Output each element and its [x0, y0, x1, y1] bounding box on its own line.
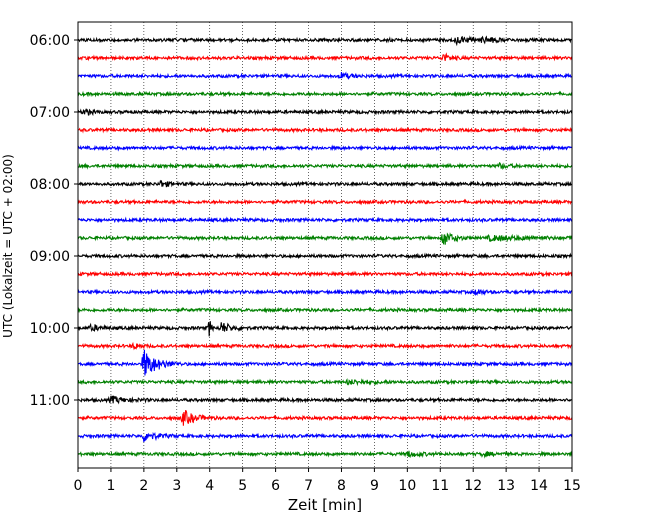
- trace-line-07:00: [77, 108, 573, 117]
- trace-line-10:00: [77, 321, 573, 337]
- trace-line-06:45: [77, 90, 573, 98]
- grid-layer: [110, 22, 540, 468]
- trace-line-09:45: [77, 306, 573, 314]
- trace-line-06:00: [77, 35, 573, 47]
- x-tick-label: 1: [106, 478, 115, 494]
- trace-line-10:30: [77, 349, 573, 376]
- x-tick-label: 14: [530, 478, 548, 494]
- y-tick-label: 06:00: [30, 33, 70, 49]
- x-tick-label: 9: [370, 478, 379, 494]
- x-tick-label: 6: [271, 478, 280, 494]
- trace-line-08:30: [77, 216, 573, 224]
- trace-line-10:15: [77, 341, 573, 351]
- trace-line-09:15: [77, 270, 573, 278]
- trace-line-11:15: [77, 409, 573, 426]
- x-tick-label: 0: [74, 478, 83, 494]
- x-tick-label: 10: [398, 478, 416, 494]
- trace-line-07:15: [77, 126, 573, 134]
- trace-line-07:45: [77, 162, 573, 170]
- trace-line-08:15: [77, 198, 573, 206]
- x-tick-label: 2: [139, 478, 148, 494]
- y-tick-label: 09:00: [30, 249, 70, 265]
- x-axis-title: Zeit [min]: [288, 496, 362, 514]
- x-tick-label: 13: [497, 478, 515, 494]
- x-tick-label: 4: [205, 478, 214, 494]
- y-tick-label: 08:00: [30, 177, 70, 193]
- trace-line-06:15: [77, 52, 573, 62]
- plot-frame: [77, 21, 573, 469]
- x-tick-label: 3: [172, 478, 181, 494]
- y-tick-label: 07:00: [30, 105, 70, 121]
- x-tick-label: 7: [304, 478, 313, 494]
- x-tick-label: 12: [464, 478, 482, 494]
- x-tick-label: 15: [563, 478, 581, 494]
- trace-line-09:30: [77, 288, 573, 296]
- trace-line-11:30: [77, 431, 573, 443]
- x-tick-label: 5: [238, 478, 247, 494]
- x-tick-label: 8: [337, 478, 346, 494]
- trace-line-09:00: [77, 252, 573, 260]
- trace-line-11:45: [77, 450, 573, 459]
- trace-line-07:30: [77, 144, 573, 152]
- trace-layer: [77, 35, 573, 459]
- trace-line-06:30: [77, 71, 573, 80]
- y-axis-title: UTC (Lokalzeit = UTC + 02:00): [1, 154, 15, 338]
- trace-line-11:00: [77, 395, 573, 405]
- y-tick-label: 10:00: [30, 321, 70, 337]
- axis-layer: 0 1 2 3 4 5 6 7 8 9 10 11 12 13 14 1506:0007:0008:0009:…: [30, 33, 581, 494]
- trace-line-10:45: [77, 378, 573, 387]
- y-tick-label: 11:00: [30, 393, 70, 409]
- trace-line-08:00: [77, 179, 573, 188]
- trace-line-08:45: [77, 232, 573, 245]
- x-tick-label: 11: [431, 478, 449, 494]
